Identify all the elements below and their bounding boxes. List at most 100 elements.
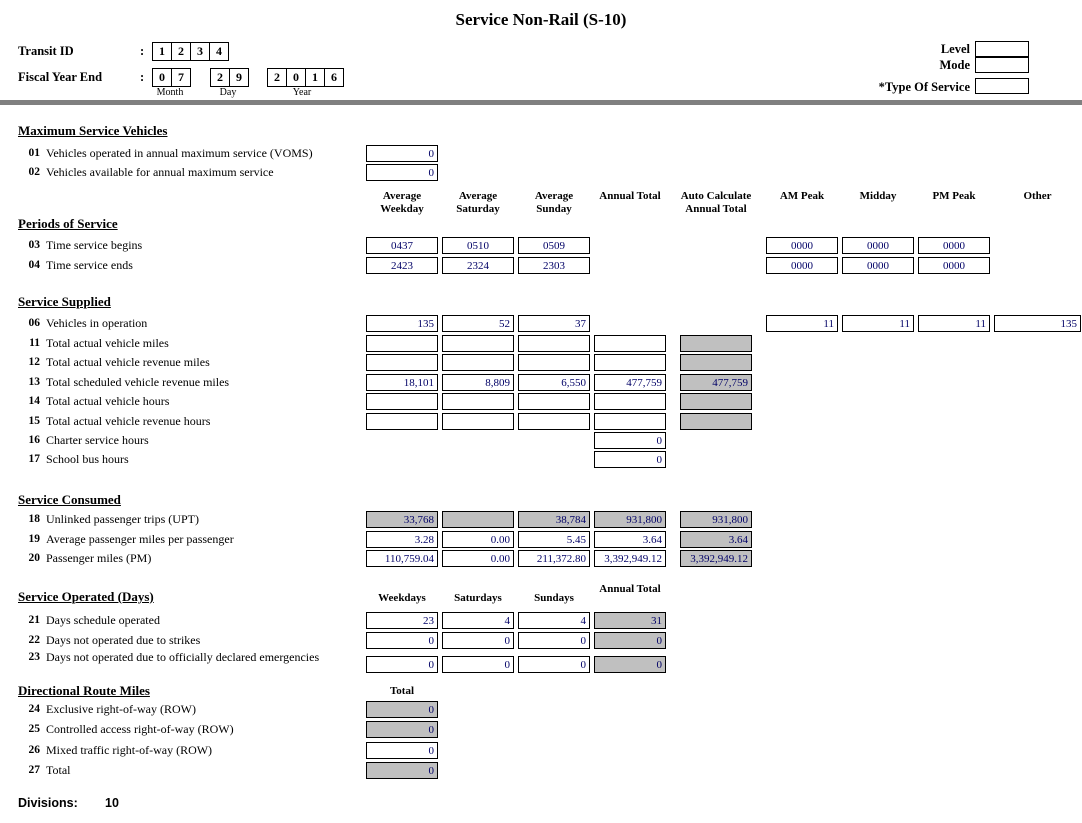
r14-annual-input[interactable] [594,393,666,410]
voms-input[interactable]: 0 [366,145,438,162]
r21-saturdays-input[interactable]: 4 [442,612,514,629]
transit-id-digit-2[interactable]: 2 [171,42,191,61]
section-consumed: Service Consumed [18,492,121,507]
r12-sunday-input[interactable] [518,354,590,371]
row-03-label: Time service begins [46,238,143,252]
r04-midday-input[interactable]: 0000 [842,257,914,274]
r14-saturday-input[interactable] [442,393,514,410]
month-digit-2[interactable]: 7 [171,68,191,87]
r04-am-peak-input[interactable]: 0000 [766,257,838,274]
r23-saturdays-input[interactable]: 0 [442,656,514,673]
r04-weekday-input[interactable]: 2423 [366,257,438,274]
r23-weekdays-input[interactable]: 0 [366,656,438,673]
r06-pm-peak-input[interactable]: 11 [918,315,990,332]
col-head-am-peak: AM Peak [779,190,825,202]
row-13-number: 13 [28,376,41,388]
mode-input[interactable] [975,57,1029,73]
row-02-label: Vehicles available for annual maximum se… [46,165,274,179]
r12-annual-input[interactable] [594,354,666,371]
col-head-autocalc-1: Auto Calculate [680,190,752,202]
r17-annual-input[interactable]: 0 [594,451,666,468]
r19-sunday-input[interactable]: 5.45 [518,531,590,548]
type-of-service-input[interactable] [975,78,1029,94]
transit-id-digit-4[interactable]: 4 [209,42,229,61]
row-24-label: Exclusive right-of-way (ROW) [46,702,196,716]
r06-am-peak-input[interactable]: 11 [766,315,838,332]
r22-saturdays-input[interactable]: 0 [442,632,514,649]
r15-weekday-input[interactable] [366,413,438,430]
r22-annual-value: 0 [594,632,666,649]
level-input[interactable] [975,41,1029,57]
r12-saturday-input[interactable] [442,354,514,371]
transit-id-digit-3[interactable]: 3 [190,42,210,61]
r12-weekday-input[interactable] [366,354,438,371]
fiscal-day-boxes: 2 9 [210,68,249,87]
r20-weekday-input[interactable]: 110,759.04 [366,550,438,567]
year-digit-3[interactable]: 1 [305,68,325,87]
vehicles-available-input[interactable]: 0 [366,164,438,181]
r13-annual-input[interactable]: 477,759 [594,374,666,391]
month-digit-1[interactable]: 0 [152,68,172,87]
r22-sundays-input[interactable]: 0 [518,632,590,649]
r15-annual-input[interactable] [594,413,666,430]
col-head-saturday-1: Average [458,190,498,202]
r11-weekday-input[interactable] [366,335,438,352]
r06-midday-input[interactable]: 11 [842,315,914,332]
r22-weekdays-input[interactable]: 0 [366,632,438,649]
r03-sunday-input[interactable]: 0509 [518,237,590,254]
row-14-label: Total actual vehicle hours [46,394,170,408]
year-digit-2[interactable]: 0 [286,68,306,87]
fiscal-year-colon: : [140,70,145,84]
r26-total-input[interactable]: 0 [366,742,438,759]
r03-midday-input[interactable]: 0000 [842,237,914,254]
year-digit-1[interactable]: 2 [267,68,287,87]
r19-saturday-input[interactable]: 0.00 [442,531,514,548]
r06-saturday-input[interactable]: 52 [442,315,514,332]
r06-sunday-input[interactable]: 37 [518,315,590,332]
transit-id-digit-1[interactable]: 1 [152,42,172,61]
r16-annual-input[interactable]: 0 [594,432,666,449]
r15-sunday-input[interactable] [518,413,590,430]
r03-pm-peak-input[interactable]: 0000 [918,237,990,254]
r03-weekday-input[interactable]: 0437 [366,237,438,254]
row-19-number: 19 [28,533,41,545]
r04-pm-peak-input[interactable]: 0000 [918,257,990,274]
row-04-number: 04 [28,259,41,271]
r20-saturday-input[interactable]: 0.00 [442,550,514,567]
r14-autocalc-value [680,393,752,410]
r11-saturday-input[interactable] [442,335,514,352]
header-divider [0,100,1082,105]
day-digit-1[interactable]: 2 [210,68,230,87]
row-23-number: 23 [28,651,41,663]
row-18-number: 18 [28,513,41,525]
r20-sunday-input[interactable]: 211,372.80 [518,550,590,567]
r11-annual-input[interactable] [594,335,666,352]
row-01-number: 01 [28,147,41,159]
col-head-other: Other [1023,190,1052,202]
r14-weekday-input[interactable] [366,393,438,410]
col-head-total: Total [389,685,415,697]
col-head-saturdays: Saturdays [454,592,502,604]
r13-sunday-input[interactable]: 6,550 [518,374,590,391]
r04-saturday-input[interactable]: 2324 [442,257,514,274]
r13-weekday-input[interactable]: 18,101 [366,374,438,391]
row-12-number: 12 [28,356,41,368]
r21-weekdays-input[interactable]: 23 [366,612,438,629]
r19-annual-input[interactable]: 3.64 [594,531,666,548]
r14-sunday-input[interactable] [518,393,590,410]
r04-sunday-input[interactable]: 2303 [518,257,590,274]
r19-weekday-input[interactable]: 3.28 [366,531,438,548]
col-head-midday: Midday [859,190,897,202]
r06-weekday-input[interactable]: 135 [366,315,438,332]
day-digit-2[interactable]: 9 [229,68,249,87]
r21-sundays-input[interactable]: 4 [518,612,590,629]
year-digit-4[interactable]: 6 [324,68,344,87]
r03-am-peak-input[interactable]: 0000 [766,237,838,254]
r23-sundays-input[interactable]: 0 [518,656,590,673]
r20-annual-input[interactable]: 3,392,949.12 [594,550,666,567]
r03-saturday-input[interactable]: 0510 [442,237,514,254]
r06-other-input[interactable]: 135 [994,315,1081,332]
r13-saturday-input[interactable]: 8,809 [442,374,514,391]
r11-sunday-input[interactable] [518,335,590,352]
r15-saturday-input[interactable] [442,413,514,430]
